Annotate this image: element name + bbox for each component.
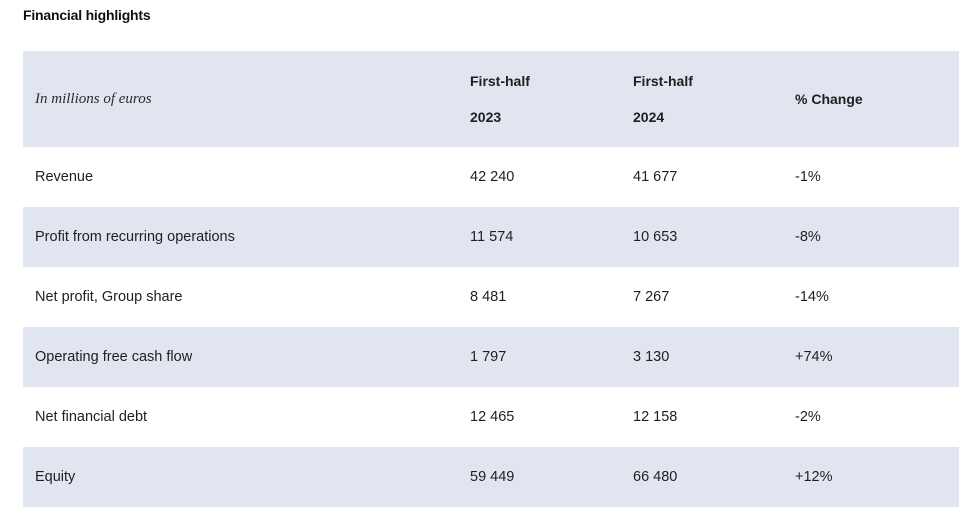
cell-first-half-2023: 42 240 bbox=[470, 169, 515, 185]
row-label: Profit from recurring operations bbox=[35, 229, 235, 245]
table-row-net-profit-group-share: Net profit, Group share 8 481 7 267 -14% bbox=[23, 267, 959, 327]
cell-first-half-2024: 10 653 bbox=[633, 229, 678, 245]
row-label: Operating free cash flow bbox=[35, 349, 193, 365]
column-header-first-half-2024: First-half 2024 bbox=[621, 51, 783, 147]
cell-change: +74% bbox=[795, 349, 833, 365]
cell-first-half-2024: 3 130 bbox=[633, 349, 670, 365]
row-label: Revenue bbox=[35, 169, 94, 185]
table-row-equity: Equity 59 449 66 480 +12% bbox=[23, 447, 959, 507]
cell-first-half-2023: 1 797 bbox=[470, 349, 507, 365]
table-header: In millions of euros First-half 2023 Fir… bbox=[23, 51, 959, 147]
cell-first-half-2023: 8 481 bbox=[470, 289, 507, 305]
column-header-line1: First-half bbox=[633, 73, 693, 89]
cell-change: -14% bbox=[795, 289, 829, 305]
cell-first-half-2024: 7 267 bbox=[633, 289, 670, 305]
column-header-line2: 2024 bbox=[633, 109, 665, 125]
table: In millions of euros First-half 2023 Fir… bbox=[23, 51, 959, 507]
unit-label: In millions of euros bbox=[35, 90, 152, 107]
column-header-first-half-2023: First-half 2023 bbox=[458, 51, 621, 147]
table-row-net-financial-debt: Net financial debt 12 465 12 158 -2% bbox=[23, 387, 959, 447]
column-header-line2: 2023 bbox=[470, 109, 502, 125]
column-header-change: % Change bbox=[795, 91, 863, 107]
cell-first-half-2023: 59 449 bbox=[470, 469, 515, 485]
financial-highlights-table: In millions of euros First-half 2023 Fir… bbox=[23, 51, 959, 507]
cell-change: -1% bbox=[795, 169, 821, 185]
column-header-line1: First-half bbox=[470, 73, 530, 89]
cell-first-half-2024: 66 480 bbox=[633, 469, 678, 485]
cell-first-half-2024: 12 158 bbox=[633, 409, 678, 425]
page-title: Financial highlights bbox=[23, 7, 151, 23]
row-label: Net profit, Group share bbox=[35, 289, 183, 305]
row-label: Net financial debt bbox=[35, 409, 148, 425]
table-row-profit-recurring-operations: Profit from recurring operations 11 574 … bbox=[23, 207, 959, 267]
cell-first-half-2023: 11 574 bbox=[470, 229, 514, 245]
row-label: Equity bbox=[35, 469, 76, 485]
cell-change: -8% bbox=[795, 229, 821, 245]
table-row-revenue: Revenue 42 240 41 677 -1% bbox=[23, 147, 959, 207]
table-row-operating-free-cash-flow: Operating free cash flow 1 797 3 130 +74… bbox=[23, 327, 959, 387]
cell-first-half-2023: 12 465 bbox=[470, 409, 515, 425]
table-body: Revenue 42 240 41 677 -1% Profit from re… bbox=[23, 147, 959, 507]
header-row: In millions of euros First-half 2023 Fir… bbox=[23, 51, 959, 147]
cell-first-half-2024: 41 677 bbox=[633, 169, 678, 185]
cell-change: +12% bbox=[795, 469, 833, 485]
cell-change: -2% bbox=[795, 409, 821, 425]
